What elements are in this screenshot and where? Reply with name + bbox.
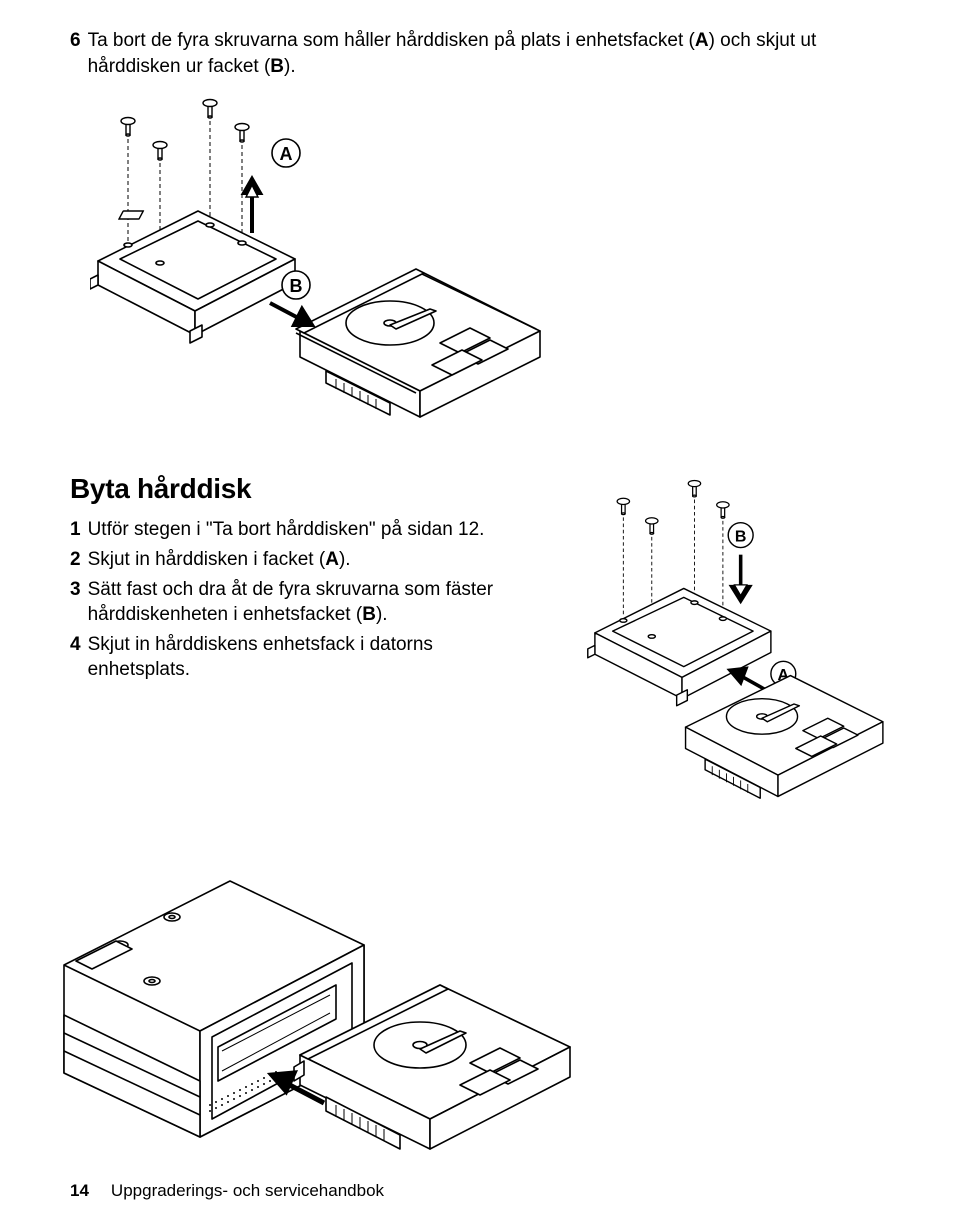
step-3: 3 Sätt fast och dra åt de fyra skruvarna… [70,577,540,628]
step-2-text: Skjut in hårddisken i facket (A). [88,547,351,573]
svg-text:B: B [735,529,747,546]
step-1-number: 1 [70,517,81,543]
step-4: 4 Skjut in hårddiskens enhetsfack i dato… [70,632,540,683]
step-2-before: Skjut in hårddisken i facket ( [88,549,326,570]
step-6-text: Ta bort de fyra skruvarna som håller hår… [88,28,890,79]
step-3-before: Sätt fast och dra åt de fyra skruvarna s… [88,579,494,626]
step-3-bold: B [362,604,376,625]
footer-title: Uppgraderings- och servicehandbok [111,1181,384,1201]
step-6-text-part1: Ta bort de fyra skruvarna som håller hår… [88,30,695,51]
step-4-number: 4 [70,632,81,658]
step-1: 1 Utför stegen i "Ta bort hårddisken" på… [70,517,540,543]
step-3-text: Sätt fast och dra åt de fyra skruvarna s… [88,577,540,628]
step-2-bold: A [325,549,339,570]
svg-text:B: B [290,276,303,296]
content-row: 1 Utför stegen i "Ta bort hårddisken" på… [70,517,890,825]
figure-remove-disk: A [90,93,550,443]
step-6-number: 6 [70,30,81,52]
figure-label-a: A [272,139,300,167]
svg-text:A: A [280,144,293,164]
figure-right-label-b: B [728,523,753,548]
step-3-after: ). [376,604,388,625]
figure-label-b: B [282,271,310,299]
step-4-text: Skjut in hårddiskens enhetsfack i datorn… [88,632,540,683]
figure-insert-caddy [60,785,620,1165]
step-1-text: Utför stegen i "Ta bort hårddisken" på s… [88,517,485,543]
step-3-number: 3 [70,577,81,603]
step-6-label-b: B [270,56,284,77]
page-number: 14 [70,1181,89,1201]
steps-column: 1 Utför stegen i "Ta bort hårddisken" på… [70,517,540,687]
figure-install-disk: B A [570,455,890,825]
step-6-text-part3: ). [284,56,296,77]
steps-list: 1 Utför stegen i "Ta bort hårddisken" på… [70,517,540,683]
step-6-label-a: A [695,30,709,51]
page-footer: 14 Uppgraderings- och servicehandbok [70,1181,384,1201]
step-2: 2 Skjut in hårddisken i facket (A). [70,547,540,573]
step-2-after: ). [339,549,351,570]
step-6: 6 Ta bort de fyra skruvarna som håller h… [70,28,890,79]
step-2-number: 2 [70,547,81,573]
